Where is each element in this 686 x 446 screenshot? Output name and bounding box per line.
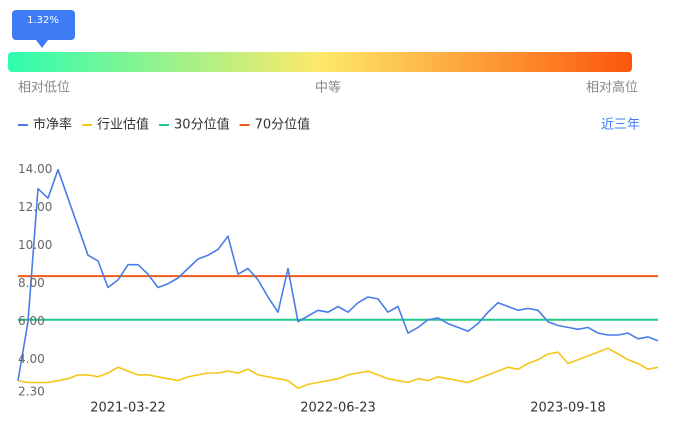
y-tick-label: 14.00	[18, 162, 52, 176]
y-tick-label: 10.00	[18, 238, 52, 252]
mid-label: 中等	[315, 80, 341, 96]
x-tick-label: 2021-03-22	[90, 401, 166, 416]
badge-text: 1.32%	[27, 15, 59, 26]
x-tick-label: 2023-09-18	[530, 401, 606, 416]
y-tick-label: 4.00	[18, 352, 45, 366]
legend-label: 市净率	[33, 117, 72, 133]
badge-pointer	[36, 40, 48, 48]
y-tick-label: 2.30	[18, 385, 45, 399]
legend-label: 行业估值	[97, 117, 149, 133]
legend-label: 70分位值	[255, 117, 311, 133]
low-label: 相对低位	[18, 81, 70, 96]
y-tick-label: 12.00	[18, 200, 52, 214]
high-label: 相对高位	[586, 80, 638, 96]
series-line	[17, 168, 659, 381]
badge	[12, 10, 75, 40]
legend: 市净率 行业估值 30分位值 70分位值	[18, 117, 310, 133]
legend-label: 30分位值	[174, 117, 230, 133]
y-tick-label: 6.00	[18, 314, 45, 328]
range-button[interactable]: 近三年	[601, 118, 640, 133]
y-tick-label: 8.00	[18, 276, 45, 290]
x-tick-label: 2022-06-23	[300, 401, 376, 416]
gradient-bar	[8, 52, 632, 72]
series-line	[17, 347, 659, 389]
